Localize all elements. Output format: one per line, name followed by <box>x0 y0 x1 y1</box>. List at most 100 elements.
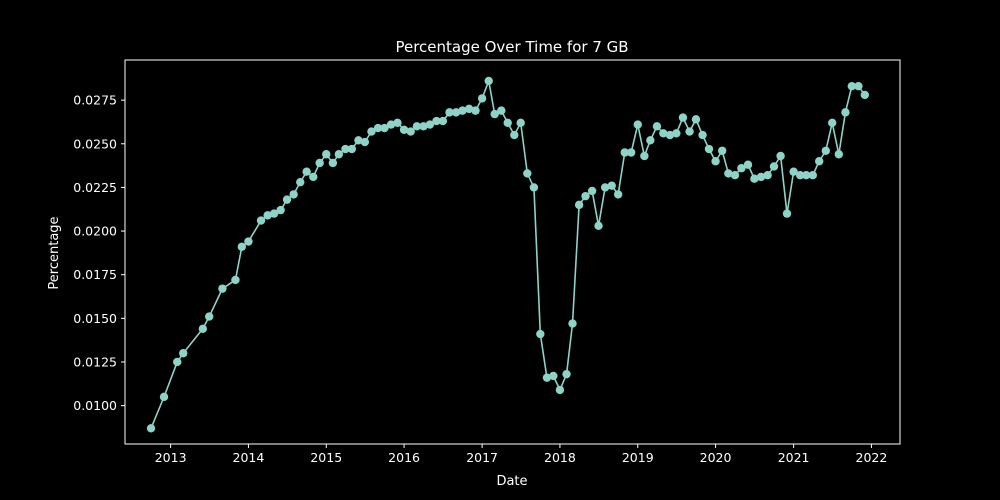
data-point <box>711 157 720 166</box>
data-point <box>146 424 156 433</box>
data-point <box>523 169 532 178</box>
y-tick-label: 0.0275 <box>73 93 117 108</box>
data-point <box>334 150 344 159</box>
data-point <box>665 130 675 140</box>
plot-area: 2013 2014 2015 2016 2017 2018 2019 2020 2021 2022… <box>73 59 901 465</box>
data-point <box>600 183 610 192</box>
data-point <box>205 312 214 321</box>
data-point <box>782 209 792 218</box>
data-point <box>256 216 266 225</box>
data-point <box>607 181 616 190</box>
data-point <box>198 324 208 333</box>
data-point <box>309 172 318 182</box>
data-point <box>730 171 740 180</box>
data-point <box>425 120 435 129</box>
data-point <box>484 76 493 86</box>
x-tick-label: 2013 <box>155 450 187 465</box>
data-point <box>789 167 798 176</box>
data-point <box>841 108 850 117</box>
data-point <box>633 120 642 129</box>
x-tick-label: 2019 <box>622 450 654 465</box>
data-point <box>834 150 844 159</box>
data-point <box>847 81 857 91</box>
data-point <box>510 130 519 140</box>
data-point <box>581 191 590 201</box>
data-point <box>717 146 727 155</box>
data-point <box>678 113 688 122</box>
y-tick-label: 0.0200 <box>73 224 117 239</box>
data-point <box>464 104 474 114</box>
y-tick-label: 0.0225 <box>73 180 117 195</box>
data-point <box>542 373 552 382</box>
x-tick-label: 2016 <box>388 450 420 465</box>
data-point <box>419 122 428 131</box>
data-point <box>315 158 324 168</box>
data-point <box>477 94 487 103</box>
x-tick-label: 2022 <box>856 450 888 465</box>
data-point <box>445 108 454 117</box>
data-point <box>179 349 188 358</box>
data-point <box>296 177 305 187</box>
data-point <box>704 144 714 154</box>
data-point <box>373 123 383 133</box>
data-point <box>828 118 837 128</box>
data-point <box>367 127 376 136</box>
data-point <box>814 157 824 166</box>
data-point <box>743 160 753 169</box>
data-point <box>555 385 565 395</box>
data-point <box>672 129 681 138</box>
data-point <box>769 162 779 171</box>
data-point <box>808 171 817 180</box>
data-point <box>354 136 363 145</box>
data-point <box>574 200 584 210</box>
data-point <box>328 158 338 168</box>
data-point <box>626 148 636 157</box>
data-point <box>360 137 370 147</box>
data-point <box>451 108 461 117</box>
x-tick-label: 2015 <box>310 450 342 465</box>
axes-frame <box>124 59 901 445</box>
data-point <box>412 122 422 131</box>
data-point <box>691 115 701 124</box>
data-point <box>406 127 415 136</box>
data-point <box>646 136 655 145</box>
data-point <box>347 144 357 154</box>
data-point <box>302 167 311 176</box>
data-point <box>737 164 746 173</box>
data-point <box>276 205 285 215</box>
data-point <box>685 127 694 136</box>
data-point <box>159 392 169 402</box>
data-point <box>587 186 597 196</box>
data-point <box>801 171 811 180</box>
data-point <box>289 190 298 199</box>
y-tick-label: 0.0250 <box>73 136 117 151</box>
y-axis-label: Percentage <box>47 216 62 289</box>
data-point <box>724 169 733 178</box>
chart-title: Percentage Over Time for 7 GB <box>395 38 628 56</box>
data-point <box>796 171 805 180</box>
data-point <box>218 284 227 293</box>
y-tick-label: 0.0125 <box>73 354 117 369</box>
series-line <box>150 80 866 429</box>
data-point <box>659 129 668 138</box>
data-point <box>763 171 772 180</box>
y-tick-label: 0.0150 <box>73 311 117 326</box>
data-point <box>562 369 571 379</box>
x-tick-label: 2014 <box>233 450 265 465</box>
data-point <box>698 130 707 140</box>
data-point <box>776 151 785 161</box>
data-point <box>471 106 480 115</box>
data-point <box>393 118 402 128</box>
data-point <box>341 144 350 154</box>
x-axis-label: Date <box>496 474 527 489</box>
y-tick-label: 0.0100 <box>73 398 117 413</box>
data-point <box>640 151 649 161</box>
data-point <box>503 118 512 128</box>
data-point <box>322 150 331 159</box>
data-point <box>173 357 182 367</box>
data-point <box>269 209 279 218</box>
data-point <box>231 275 240 285</box>
data-point <box>282 195 292 204</box>
x-tick-label: 2021 <box>778 450 810 465</box>
data-point <box>613 190 623 199</box>
